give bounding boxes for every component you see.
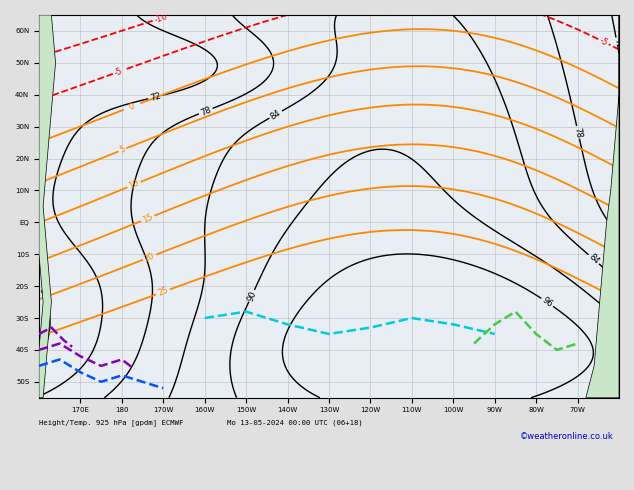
Polygon shape — [39, 15, 56, 398]
Text: 0: 0 — [128, 101, 136, 112]
Text: 10: 10 — [127, 178, 141, 191]
Text: 78: 78 — [573, 126, 583, 139]
Text: 78: 78 — [199, 105, 212, 118]
Polygon shape — [586, 15, 619, 398]
Text: 84: 84 — [587, 252, 600, 266]
Text: -10: -10 — [153, 11, 169, 24]
Text: 15: 15 — [141, 212, 154, 225]
Text: 72: 72 — [149, 91, 162, 103]
Text: 66: 66 — [37, 286, 49, 299]
Text: Height/Temp. 925 hPa [gpdm] ECMWF          Mo 13-05-2024 00:00 UTC (06+18): Height/Temp. 925 hPa [gpdm] ECMWF Mo 13-… — [39, 419, 363, 425]
Text: 96: 96 — [540, 295, 554, 309]
Text: 20: 20 — [143, 251, 156, 264]
Text: 5: 5 — [118, 145, 127, 155]
Text: 72: 72 — [612, 38, 623, 50]
Text: ©weatheronline.co.uk: ©weatheronline.co.uk — [519, 432, 613, 441]
Text: 90: 90 — [245, 289, 258, 302]
Text: -5: -5 — [598, 36, 609, 48]
Text: 90: 90 — [602, 387, 616, 401]
Text: -5: -5 — [113, 66, 124, 77]
Text: 84: 84 — [269, 108, 283, 121]
Text: 25: 25 — [157, 286, 169, 298]
